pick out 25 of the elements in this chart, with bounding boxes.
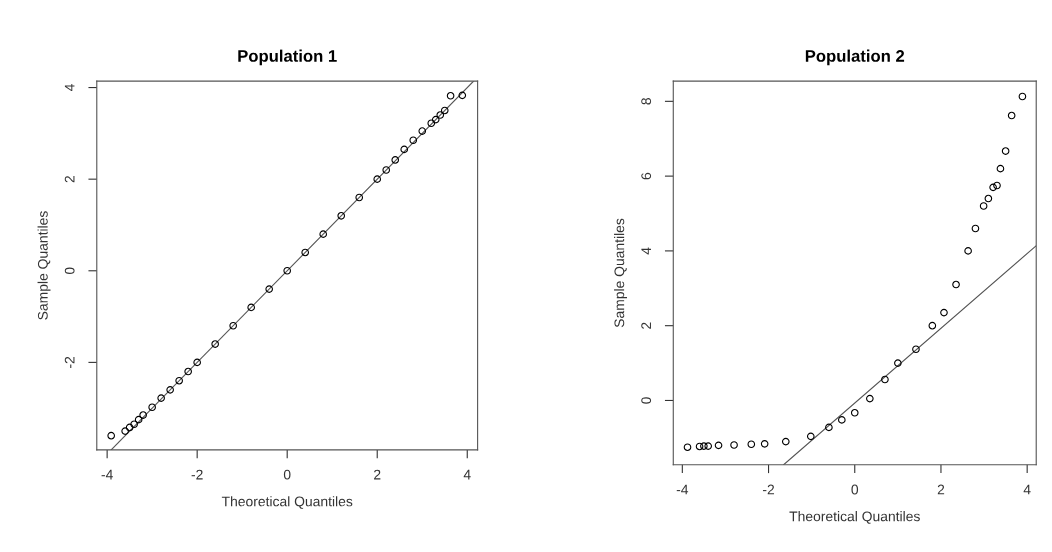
x-tick-label: 4 <box>1023 484 1031 495</box>
x-axis-title: Theoretical Quantiles <box>221 496 353 509</box>
y-tick-label: 0 <box>641 397 652 404</box>
chart-title: Population 2 <box>805 49 905 66</box>
y-tick-label: 8 <box>641 98 652 105</box>
x-tick-label: 0 <box>283 469 291 480</box>
y-tick-label: 4 <box>641 247 651 255</box>
x-tick-label: 4 <box>463 469 471 480</box>
y-axis-title: Sample Quantiles <box>614 218 627 328</box>
x-tick-label: -2 <box>191 469 203 480</box>
y-tick-label: -2 <box>64 356 75 368</box>
y-tick-label: 2 <box>64 176 75 183</box>
y-tick-label: 6 <box>641 172 652 180</box>
x-tick-label: -4 <box>676 484 689 495</box>
x-tick-label: -2 <box>762 484 775 495</box>
y-axis-title: Sample Quantiles <box>37 211 51 320</box>
y-tick-label: 0 <box>64 267 75 275</box>
x-tick-label: 2 <box>937 484 945 495</box>
x-tick-label: -4 <box>101 469 113 480</box>
y-tick-label: 4 <box>64 84 75 92</box>
x-tick-label: 2 <box>374 469 381 480</box>
y-tick-label: 2 <box>641 322 651 329</box>
chart-title: Population 1 <box>238 49 337 66</box>
x-axis-title: Theoretical Quantiles <box>789 511 920 524</box>
x-tick-label: 0 <box>851 484 859 495</box>
